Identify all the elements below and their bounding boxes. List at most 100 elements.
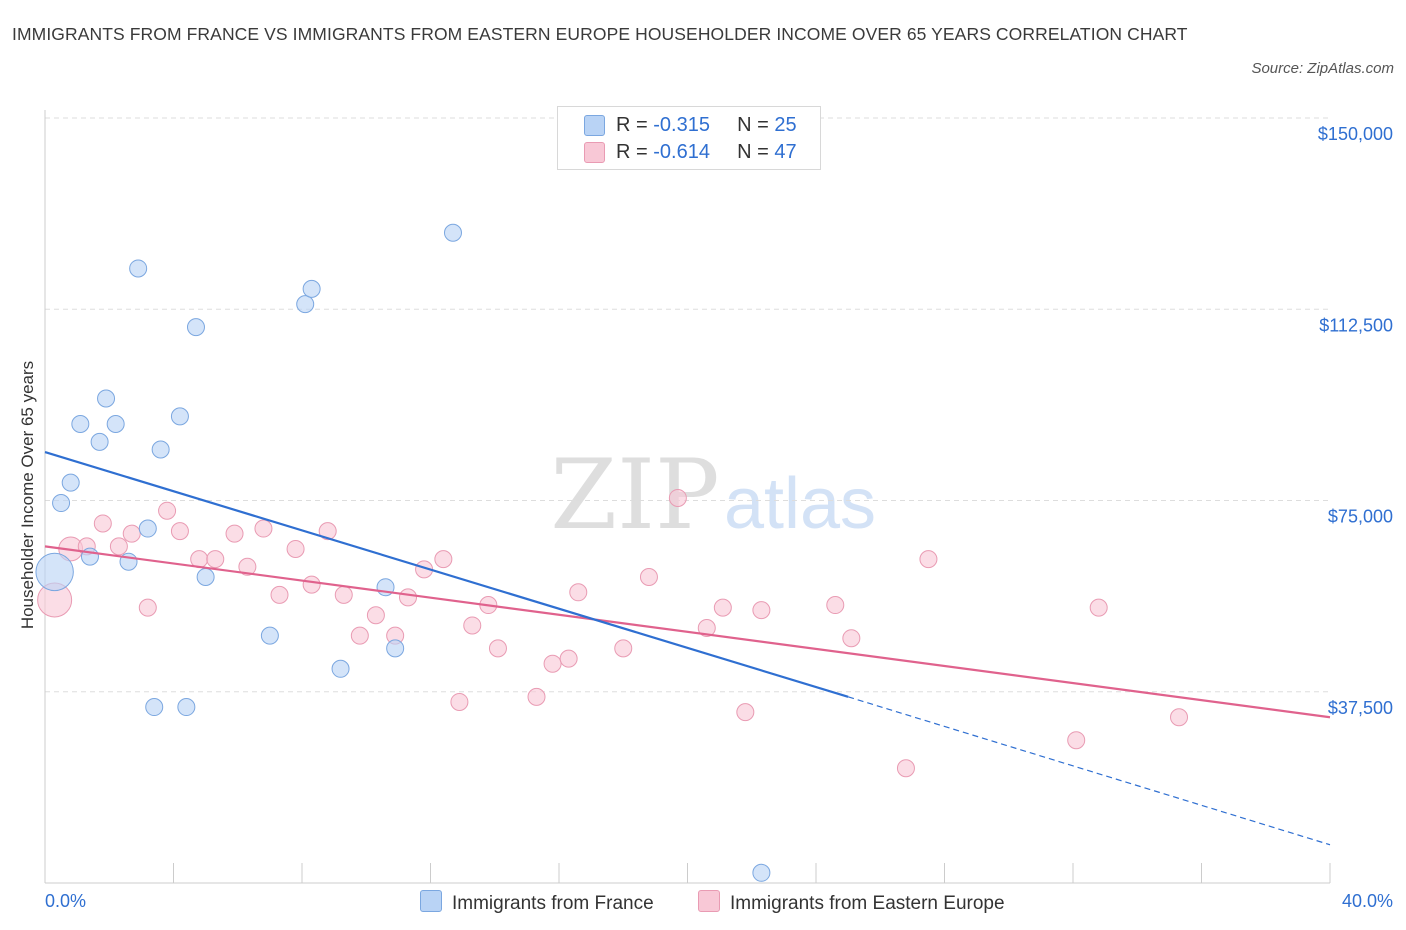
eastern-point-16: [302, 575, 321, 594]
france-point-12: [151, 440, 170, 459]
eastern-point-45: [1089, 598, 1108, 617]
france-point-22: [386, 639, 405, 658]
gridlines: [45, 117, 1330, 693]
y-tick-label-2: $75,000: [1328, 507, 1393, 527]
eastern-trend-line: [44, 545, 1331, 719]
eastern-swatch: [584, 142, 605, 163]
y-tick-labels: $150,000 $112,500 $75,000 $37,500: [1318, 124, 1393, 718]
france-r-value: -0.315: [653, 114, 710, 136]
eastern-point-15: [286, 539, 305, 558]
france-point-19: [302, 279, 321, 298]
y-tick-label-3: $37,500: [1328, 698, 1393, 718]
eastern-n-label: N =: [737, 141, 775, 163]
eastern-point-19: [350, 626, 369, 645]
france-trend-extension: [847, 696, 1331, 846]
trend-lines: [44, 450, 1331, 846]
france-point-2: [61, 473, 80, 492]
eastern-n-value: 47: [774, 141, 797, 163]
eastern-point-40: [826, 596, 845, 615]
france-point-17: [260, 626, 279, 645]
chart-title: IMMIGRANTS FROM FRANCE VS IMMIGRANTS FRO…: [12, 24, 1188, 44]
watermark-atlas: atlas: [724, 464, 876, 544]
y-tick-label-1: $112,500: [1319, 315, 1393, 335]
france-swatch: [584, 115, 605, 136]
legend-item-eastern: Immigrants from Eastern Europe: [698, 890, 1005, 915]
eastern-point-38: [736, 703, 755, 722]
france-points: [35, 223, 771, 882]
eastern-point-10: [206, 550, 225, 569]
eastern-point-39: [752, 601, 771, 620]
source-note: Source: ZipAtlas.com: [1251, 60, 1394, 77]
france-n-value: 25: [774, 114, 797, 136]
x-tick-max: 40.0%: [1341, 891, 1393, 911]
france-point-5: [90, 432, 109, 451]
eastern-point-44: [1067, 731, 1086, 750]
eastern-point-37: [713, 598, 732, 617]
france-point-11: [145, 698, 164, 717]
france-point-3: [71, 415, 90, 433]
france-point-14: [177, 698, 196, 717]
eastern-point-11: [225, 524, 244, 543]
correlation-legend: R = -0.315 N = 25 R = -0.614 N = 47: [557, 106, 821, 170]
eastern-europe-points: [37, 488, 1189, 778]
france-point-0: [35, 552, 74, 592]
eastern-point-30: [543, 654, 562, 673]
eastern-point-6: [138, 598, 157, 617]
eastern-r-value: -0.614: [653, 141, 710, 163]
eastern-point-22: [399, 588, 418, 607]
eastern-point-42: [896, 759, 915, 778]
eastern-point-18: [334, 585, 353, 604]
x-tick-min: 0.0%: [45, 891, 87, 911]
eastern-point-5: [122, 524, 141, 543]
eastern-point-43: [919, 550, 938, 569]
france-point-16: [196, 568, 215, 586]
eastern-legend-label: Immigrants from Eastern Europe: [730, 893, 1005, 914]
france-point-24: [752, 863, 771, 882]
eastern-point-33: [614, 639, 633, 658]
eastern-point-36: [697, 619, 716, 637]
france-point-15: [186, 318, 205, 337]
eastern-legend-swatch: [698, 890, 720, 912]
france-trend-line: [44, 450, 849, 698]
france-point-10: [138, 519, 157, 538]
france-point-7: [106, 415, 125, 433]
france-point-6: [97, 389, 116, 408]
eastern-point-7: [158, 501, 177, 520]
axes: [44, 110, 1331, 884]
eastern-point-24: [434, 550, 453, 569]
eastern-point-25: [450, 692, 469, 711]
eastern-point-41: [842, 629, 861, 648]
eastern-point-28: [488, 639, 507, 658]
eastern-point-31: [559, 649, 578, 668]
eastern-point-34: [639, 568, 658, 586]
y-tick-label-0: $150,000: [1318, 124, 1393, 144]
eastern-r-label: R =: [616, 141, 654, 163]
france-point-1: [52, 494, 71, 513]
eastern-point-14: [270, 585, 289, 604]
france-point-23: [443, 223, 462, 242]
france-legend-swatch: [420, 890, 442, 912]
france-n-label: N =: [737, 114, 775, 136]
eastern-point-29: [527, 687, 546, 706]
eastern-point-3: [93, 514, 112, 533]
eastern-point-20: [366, 606, 385, 625]
france-r-label: R =: [616, 114, 654, 136]
france-legend-label: Immigrants from France: [452, 893, 654, 914]
eastern-point-12: [238, 557, 257, 576]
eastern-point-8: [170, 522, 189, 541]
france-point-9: [129, 259, 148, 278]
eastern-point-4: [109, 537, 128, 556]
eastern-point-46: [1170, 708, 1189, 727]
watermark: ZIP atlas: [550, 439, 876, 551]
eastern-point-17: [318, 522, 337, 541]
france-point-13: [170, 407, 189, 426]
watermark-zip: ZIP: [550, 439, 719, 551]
legend-item-france: Immigrants from France: [420, 890, 654, 915]
eastern-point-26: [463, 616, 482, 635]
france-point-18: [296, 295, 315, 314]
eastern-point-35: [668, 488, 687, 507]
france-point-20: [331, 659, 350, 678]
eastern-point-13: [254, 519, 273, 538]
eastern-point-32: [569, 583, 588, 602]
